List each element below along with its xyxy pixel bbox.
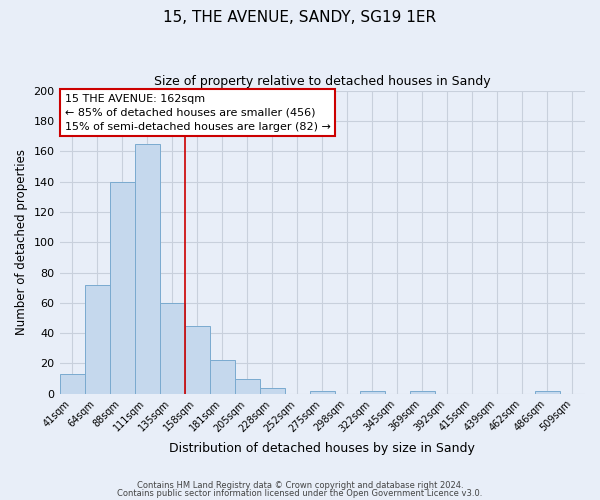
Title: Size of property relative to detached houses in Sandy: Size of property relative to detached ho…	[154, 75, 491, 88]
Bar	[310, 391, 335, 394]
Bar	[185, 326, 209, 394]
Bar	[410, 391, 435, 394]
Bar	[160, 303, 185, 394]
Bar	[85, 284, 110, 394]
X-axis label: Distribution of detached houses by size in Sandy: Distribution of detached houses by size …	[169, 442, 475, 455]
Bar	[260, 388, 285, 394]
Bar	[209, 360, 235, 394]
Text: Contains HM Land Registry data © Crown copyright and database right 2024.: Contains HM Land Registry data © Crown c…	[137, 481, 463, 490]
Bar	[535, 391, 560, 394]
Text: 15, THE AVENUE, SANDY, SG19 1ER: 15, THE AVENUE, SANDY, SG19 1ER	[163, 10, 437, 25]
Bar	[134, 144, 160, 394]
Text: Contains public sector information licensed under the Open Government Licence v3: Contains public sector information licen…	[118, 488, 482, 498]
Bar	[110, 182, 134, 394]
Y-axis label: Number of detached properties: Number of detached properties	[15, 149, 28, 335]
Bar	[59, 374, 85, 394]
Bar	[235, 378, 260, 394]
Text: 15 THE AVENUE: 162sqm
← 85% of detached houses are smaller (456)
15% of semi-det: 15 THE AVENUE: 162sqm ← 85% of detached …	[65, 94, 331, 132]
Bar	[360, 391, 385, 394]
